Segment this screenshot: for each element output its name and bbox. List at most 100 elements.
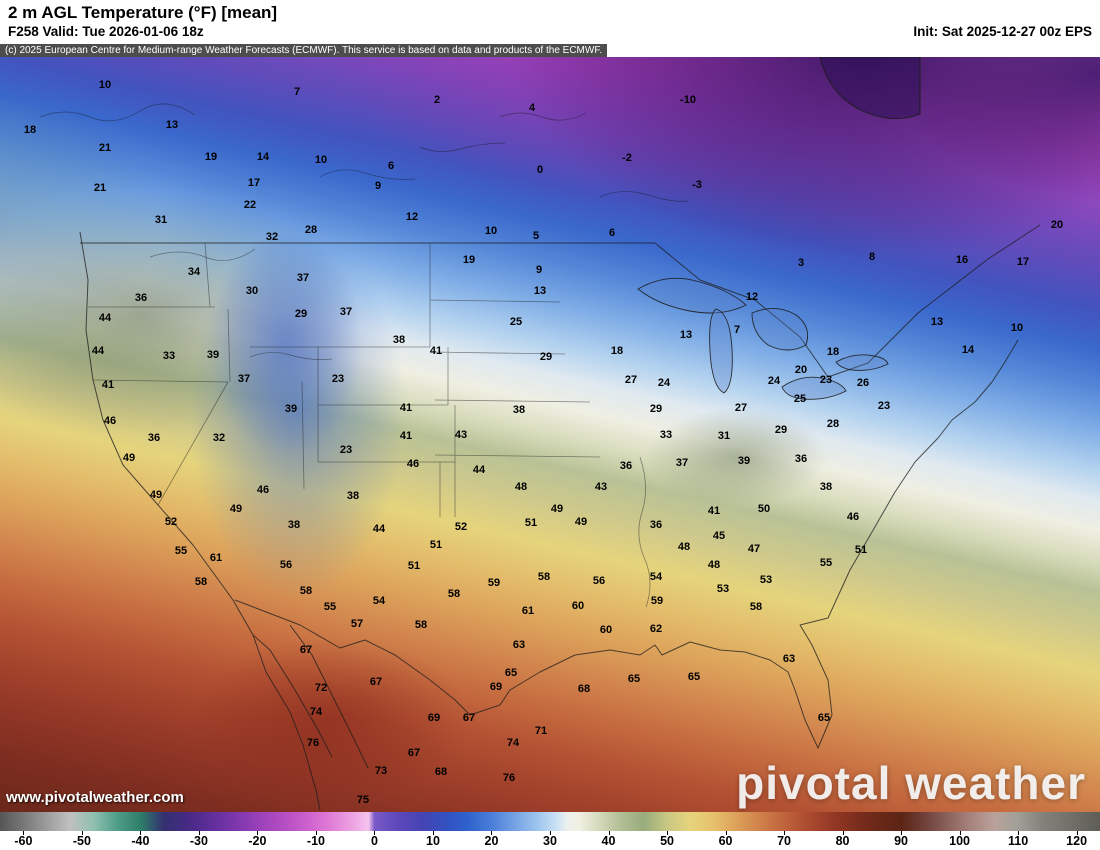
- temp-label: 46: [846, 511, 860, 523]
- temp-label: 74: [506, 737, 520, 749]
- temp-label: 24: [767, 375, 781, 387]
- temp-label: 26: [856, 377, 870, 389]
- temp-label: 38: [346, 490, 360, 502]
- lake-erie: [781, 376, 847, 400]
- temp-label: 9: [374, 180, 382, 192]
- colorbar-tick-label: -20: [248, 834, 267, 848]
- temp-label: 75: [356, 794, 370, 806]
- colorbar-tick-label: 90: [894, 834, 909, 848]
- temp-label: 51: [429, 539, 443, 551]
- colorbar-tick-mark: [550, 831, 551, 835]
- temp-label: 18: [826, 346, 840, 358]
- temp-label: 48: [514, 481, 528, 493]
- temp-label: 18: [23, 124, 37, 136]
- temp-label: 62: [649, 623, 663, 635]
- colorbar-tick-mark: [23, 831, 25, 835]
- temp-label: 60: [599, 624, 613, 636]
- colorbar-tick-label: 70: [777, 834, 791, 848]
- temp-label: 37: [675, 457, 689, 469]
- temp-label: 54: [649, 571, 663, 583]
- temp-label: 55: [819, 557, 833, 569]
- temp-label: 63: [512, 639, 526, 651]
- temp-label: 56: [592, 575, 606, 587]
- temp-label: 13: [165, 119, 179, 131]
- temp-label: 16: [955, 254, 969, 266]
- temp-label: 56: [279, 559, 293, 571]
- weather-map[interactable]: 10 7 2 4 -10 18 13 21 19 14 10 6 0 -2 21 17 9 -3 22 31 12 28 3…: [0, 57, 1100, 812]
- temperature-labels-layer: 10 7 2 4 -10 18 13 21 19 14 10 6 0 -2 21 17 9 -3 22 31 12 28 3…: [0, 57, 1100, 812]
- temp-label: 20: [1050, 219, 1064, 231]
- temp-label: 37: [237, 373, 251, 385]
- temp-label: 4: [528, 102, 536, 114]
- colorbar-tick-label: 50: [660, 834, 674, 848]
- us-mexico-border: [234, 599, 501, 716]
- temp-label: 14: [961, 344, 975, 356]
- temp-label: 48: [677, 541, 691, 553]
- temp-label: 58: [447, 588, 461, 600]
- temp-label: 43: [454, 429, 468, 441]
- temp-label: 6: [387, 160, 395, 172]
- temp-label: 31: [154, 214, 168, 226]
- colorbar-tick-label: -50: [72, 834, 91, 848]
- contour-lines: [39, 103, 689, 360]
- temp-label: 3: [797, 257, 805, 269]
- temp-label: 44: [472, 464, 486, 476]
- colorbar-tick-label: 40: [601, 834, 616, 848]
- colorbar-tick-label: 20: [484, 834, 499, 848]
- temp-label: 21: [98, 142, 112, 154]
- temp-label: 46: [256, 484, 270, 496]
- temp-label: 63: [782, 653, 796, 665]
- colorbar-tick-mark: [432, 831, 434, 835]
- temp-label: 23: [877, 400, 891, 412]
- temp-label: 57: [350, 618, 364, 630]
- temp-label: 17: [1016, 256, 1030, 268]
- colorbar-tick-mark: [725, 831, 727, 835]
- map-geography-overlay: [39, 57, 1041, 811]
- temp-label: 59: [650, 595, 664, 607]
- temp-label: 76: [502, 772, 516, 784]
- temp-label: 0: [536, 164, 544, 176]
- temp-label: 48: [707, 559, 721, 571]
- temp-label: 65: [627, 673, 641, 685]
- temp-label: 31: [717, 430, 731, 442]
- temp-label: 76: [306, 737, 320, 749]
- temp-label: 23: [339, 444, 353, 456]
- temp-label: 69: [427, 712, 441, 724]
- temp-label: 65: [687, 671, 701, 683]
- temp-label: 69: [489, 681, 503, 693]
- temp-label: 49: [229, 503, 243, 515]
- colorbar-tick-mark: [140, 831, 142, 835]
- temp-label: 25: [509, 316, 523, 328]
- colorbar-tick-mark: [1076, 831, 1078, 835]
- temp-label: -2: [622, 152, 632, 164]
- temp-label: 41: [399, 430, 413, 442]
- header: 2 m AGL Temperature (°F) [mean] F258 Val…: [0, 0, 1100, 44]
- temp-label: 10: [98, 79, 112, 91]
- temp-label: 51: [407, 560, 421, 572]
- temp-label: 22: [243, 199, 257, 211]
- valid-time-text: F258 Valid: Tue 2026-01-06 18z: [8, 24, 204, 39]
- temp-label: 41: [101, 379, 115, 391]
- colorbar-tick-label: -60: [14, 834, 33, 848]
- watermark-url[interactable]: www.pivotalweather.com: [6, 789, 184, 806]
- temp-label: 38: [287, 519, 301, 531]
- lake-superior: [637, 277, 747, 314]
- temp-label: 67: [299, 644, 313, 656]
- temp-label: 39: [284, 403, 298, 415]
- colorbar-tick-label: 30: [543, 834, 557, 848]
- temp-label: 68: [577, 683, 591, 695]
- colorbar-tick-label: 80: [835, 834, 850, 848]
- temp-label: 17: [247, 177, 261, 189]
- temp-label: 51: [854, 544, 868, 556]
- temp-label: 72: [314, 682, 328, 694]
- colorbar-tick-mark: [491, 831, 493, 835]
- temp-label: 25: [793, 393, 807, 405]
- colorbar-tick-mark: [81, 831, 83, 835]
- temp-label: 12: [405, 211, 419, 223]
- temp-label: 67: [462, 712, 476, 724]
- temp-label: 52: [164, 516, 178, 528]
- temp-label: 13: [533, 285, 547, 297]
- temp-label: 36: [619, 460, 633, 472]
- temp-label: 36: [134, 292, 148, 304]
